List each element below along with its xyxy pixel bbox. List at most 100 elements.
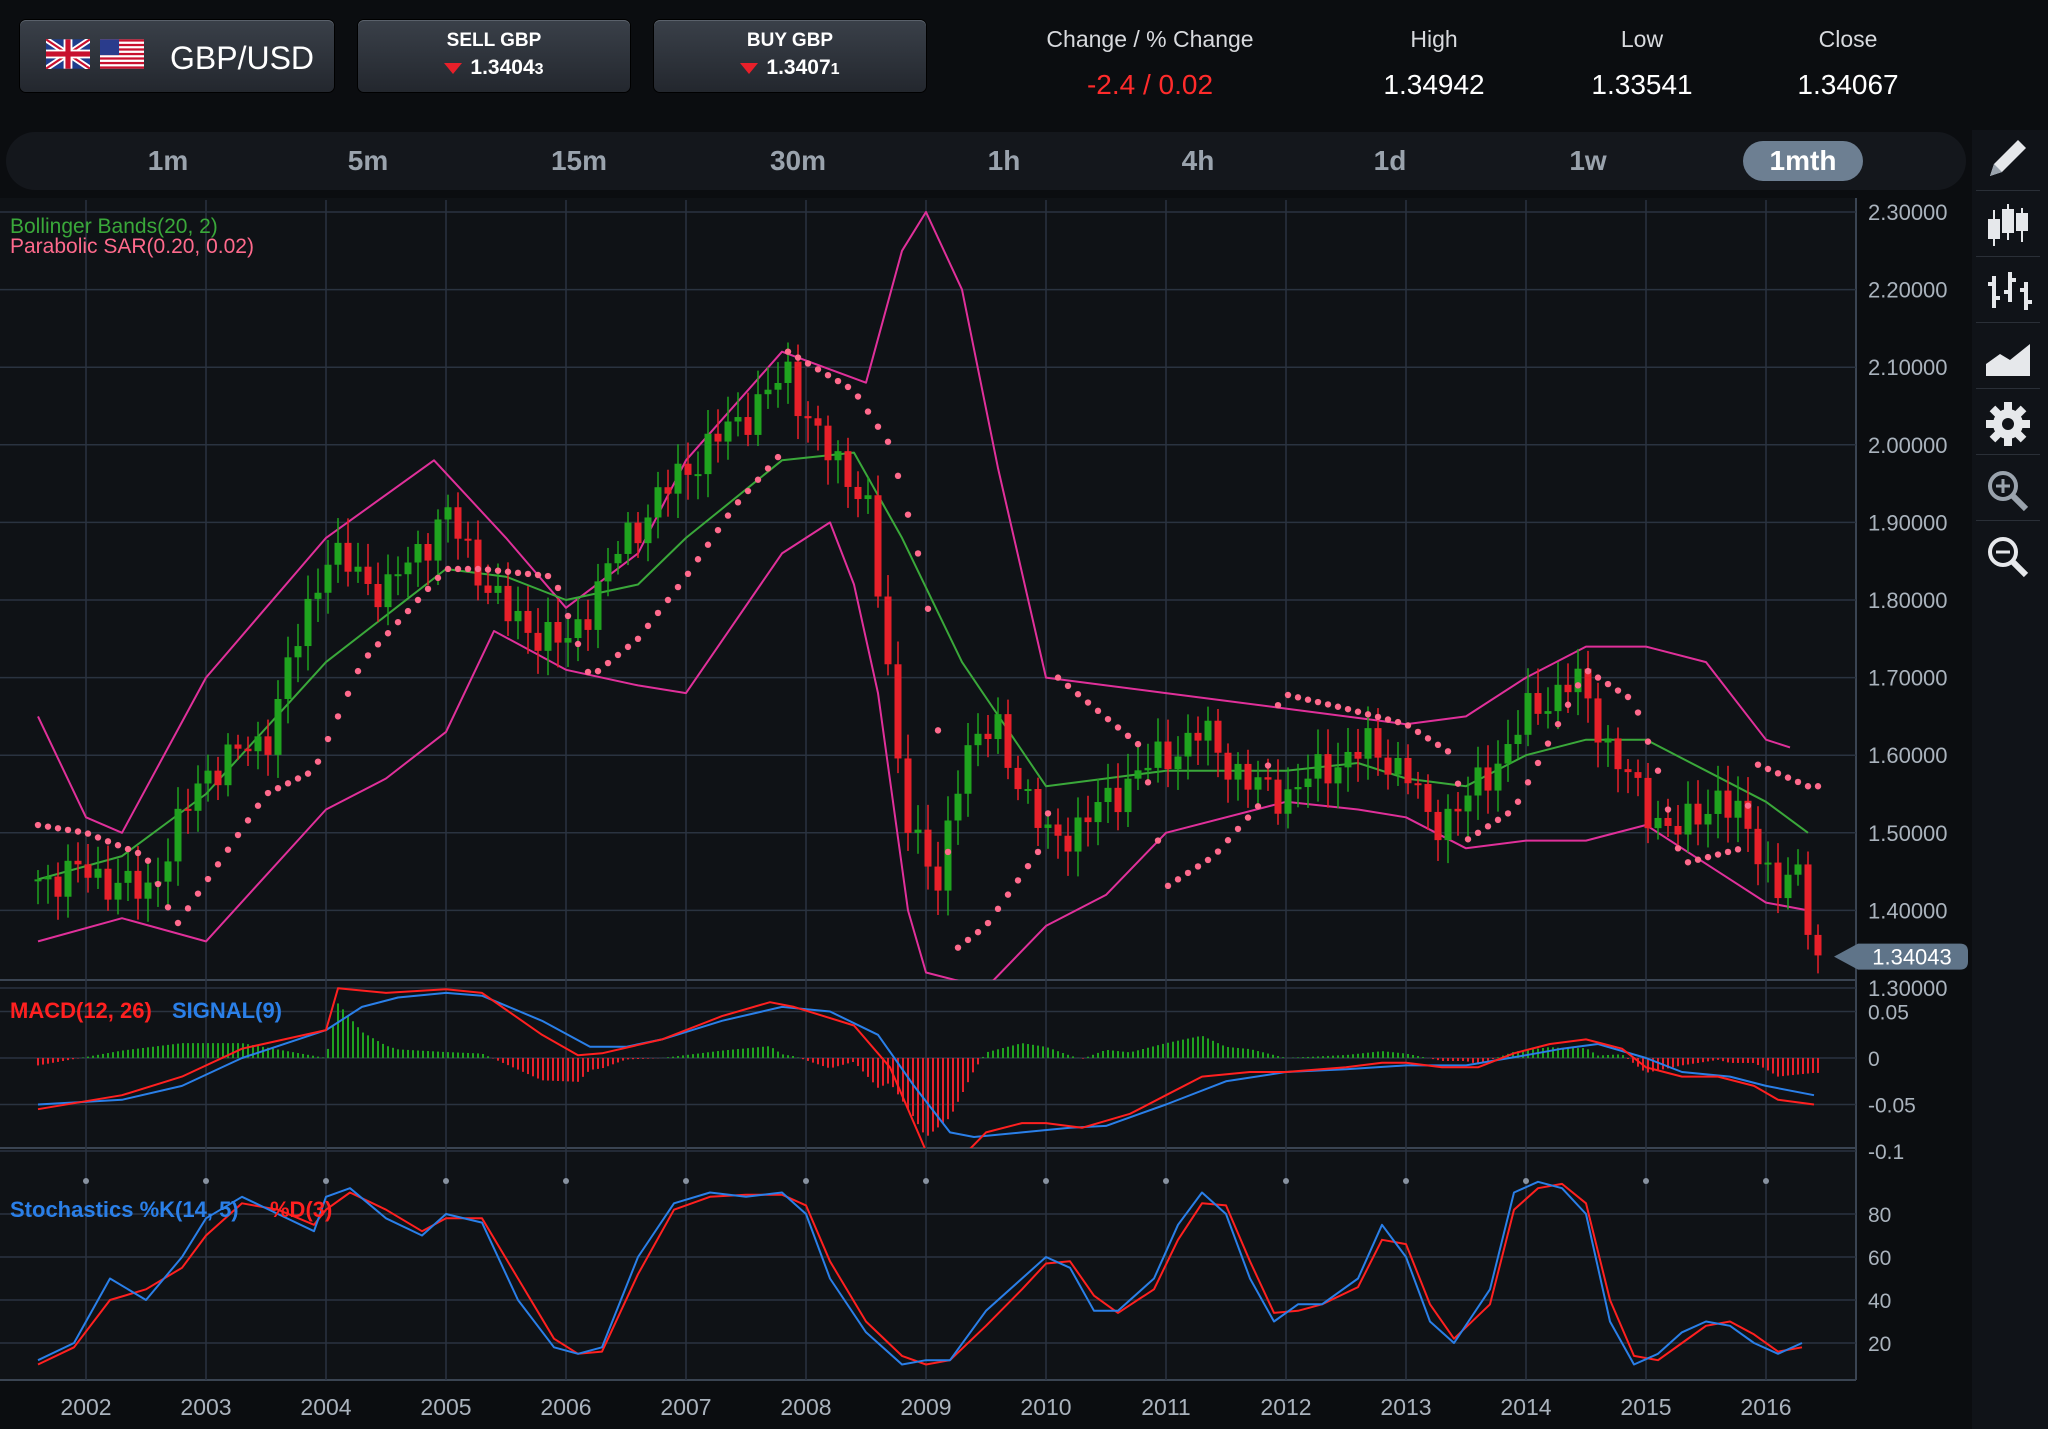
candle-body <box>554 622 562 643</box>
sar-dot <box>204 875 212 883</box>
buy-button[interactable]: BUY GBP 1.34071 <box>654 20 926 92</box>
sell-button[interactable]: SELL GBP 1.34043 <box>358 20 630 92</box>
sar-dot <box>1084 699 1092 706</box>
candle-body <box>264 736 272 755</box>
sar-dot <box>684 570 692 578</box>
candle-body <box>414 544 422 563</box>
sar-dot <box>1494 816 1502 824</box>
sar-dot <box>1004 891 1012 898</box>
sar-dot <box>1264 762 1272 769</box>
candle-body <box>34 879 42 882</box>
candle-body <box>1544 711 1552 714</box>
zoom-out-button[interactable] <box>1976 526 2040 586</box>
candle-body <box>764 389 772 395</box>
sar-dot <box>494 567 502 574</box>
candlestick-view-button[interactable] <box>1976 196 2040 257</box>
candle-body <box>324 564 332 593</box>
candle-body <box>1084 817 1092 823</box>
candle-body <box>454 507 462 539</box>
candle-body <box>244 748 252 752</box>
sar-dot <box>554 584 562 592</box>
sar-dot <box>1194 863 1202 870</box>
settings-button[interactable] <box>1976 394 2040 455</box>
sar-dot <box>594 667 602 675</box>
candle-body <box>1444 808 1452 841</box>
stoch-d-legend: %D(3) <box>270 1197 332 1222</box>
candle-body <box>1134 770 1142 779</box>
candle-body <box>974 733 982 746</box>
sar-dot <box>504 568 512 575</box>
sar-dot <box>444 565 452 573</box>
timeframe-1h[interactable]: 1h <box>987 145 1021 176</box>
candle-body <box>1234 763 1242 780</box>
timeframe-15m[interactable]: 15m <box>550 145 608 176</box>
price-chart[interactable]: 2002 2003 2004 2005 2006 2007 2008 2009 2010 2011… <box>0 0 1970 1429</box>
timeframe-4h[interactable]: 4h <box>1181 145 1215 176</box>
timeframe-30m[interactable]: 30m <box>769 145 827 176</box>
top-bar: GBP/USD SELL GBP 1.34043 BUY GBP 1.34071… <box>0 0 2048 120</box>
candle-body <box>694 474 702 477</box>
candle-body <box>504 585 512 622</box>
timeframe-1d[interactable]: 1d <box>1373 145 1407 176</box>
candle-body <box>294 646 302 658</box>
sell-price-main: 1.3404 <box>470 56 535 79</box>
pair-selector[interactable]: GBP/USD <box>20 20 334 92</box>
sar-dot <box>974 928 982 936</box>
stat-value: 1.34942 <box>1383 69 1485 100</box>
timeframe-1w[interactable]: 1w <box>1569 145 1607 176</box>
y-tick-label: -0.1 <box>1868 1141 1904 1164</box>
sar-dot <box>114 842 122 849</box>
timeframe-5m[interactable]: 5m <box>347 145 389 176</box>
sar-dot <box>1404 722 1412 729</box>
tick-dot <box>1523 1178 1529 1184</box>
candle-body <box>1114 787 1122 813</box>
draw-tool-button[interactable] <box>1976 130 2040 191</box>
sar-dot <box>214 861 222 868</box>
sar-dot <box>804 360 812 367</box>
sell-label: SELL GBP <box>446 30 542 51</box>
sar-dot <box>584 668 592 676</box>
candle-body <box>634 522 642 544</box>
sar-dot <box>644 622 652 630</box>
timeframe-1mth[interactable]: 1mth <box>1743 141 1863 181</box>
sar-dot <box>874 423 882 430</box>
candle-body <box>1164 741 1172 770</box>
buy-price-main: 1.3407 <box>766 56 831 79</box>
zoom-in-button[interactable] <box>1976 460 2040 521</box>
candle-body <box>1644 777 1652 829</box>
candle-body <box>574 619 582 639</box>
sar-dot <box>454 565 462 573</box>
sar-dot <box>1254 803 1262 810</box>
candle-body <box>1474 767 1482 796</box>
y-tick-label: 1.70000 <box>1868 666 1948 691</box>
candle-body <box>474 539 482 586</box>
sar-dot <box>1634 709 1642 716</box>
y-tick-label: 20 <box>1868 1333 1891 1356</box>
sell-price-pip: 3 <box>534 61 544 78</box>
pair-name: GBP/USD <box>170 40 315 76</box>
ohlc-view-button[interactable] <box>1976 262 2040 323</box>
tick-dot <box>1643 1178 1649 1184</box>
candle-body <box>604 563 612 582</box>
sar-dot <box>944 848 952 856</box>
candle-body <box>794 361 802 417</box>
stat-label: Change / % Change <box>1046 26 1254 52</box>
tick-dot <box>1283 1178 1289 1184</box>
candle-body <box>1384 757 1392 775</box>
sar-dot <box>694 556 702 563</box>
sar-dot <box>334 713 342 720</box>
sar-dot <box>1514 798 1522 805</box>
sar-dot <box>1454 780 1462 787</box>
candle-body <box>644 517 652 544</box>
sar-dot <box>1204 856 1212 864</box>
candle-body <box>194 783 202 811</box>
sar-dot <box>294 775 302 782</box>
candle-body <box>1614 738 1622 770</box>
area-view-button[interactable] <box>1976 328 2040 389</box>
sar-dot <box>1244 814 1252 821</box>
sar-dot <box>1444 748 1452 755</box>
timeframe-1m[interactable]: 1m <box>147 145 189 176</box>
x-tick-label: 2010 <box>1020 1394 1071 1420</box>
sar-dot <box>1394 718 1402 726</box>
candle-body <box>884 596 892 665</box>
